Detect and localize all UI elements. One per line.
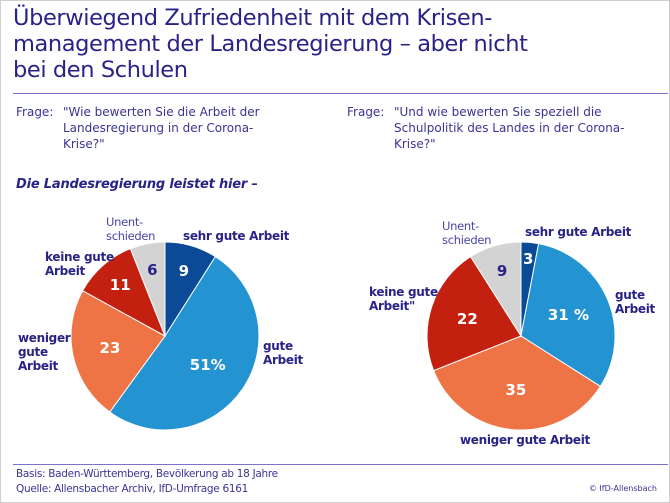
slice-label-line: sehr gute Arbeit <box>183 229 290 243</box>
question-right-line-2: Schulpolitik des Landes in der Corona- <box>394 121 625 135</box>
slice-label-line: gute <box>18 345 48 359</box>
footer-quelle: Quelle: Allensbacher Archiv, IfD-Umfrage… <box>16 483 249 495</box>
question-left-label: Frage: <box>16 105 54 119</box>
slice-label-line: Unent- <box>106 215 143 229</box>
pie-slice-weniger-gute <box>70 290 166 413</box>
pie-slice-unentschieden <box>129 241 166 337</box>
question-left-line-3: Krise?" <box>63 137 105 151</box>
slice-label-line: schieden <box>442 233 492 247</box>
question-left-line-1: "Wie bewerten Sie die Arbeit der <box>63 105 260 119</box>
footer-divider <box>13 464 668 465</box>
slice-label-weniger-gute: weniger gute Arbeit <box>460 433 590 447</box>
slice-label-line: keine gute <box>369 285 438 299</box>
slice-label-line: weniger <box>18 331 71 345</box>
question-right-line-3: Krise?" <box>394 137 436 151</box>
slice-value-unentschieden: 9 <box>496 262 508 280</box>
pie-chart-right <box>426 241 616 431</box>
question-right-line-1: "Und wie bewerten Sie speziell die <box>394 105 602 119</box>
slice-label-unentschieden: Unent-schieden <box>442 219 491 247</box>
slice-value-unentschieden: 6 <box>147 260 158 279</box>
slice-label-line: gute <box>615 288 645 302</box>
question-right-label: Frage: <box>347 105 385 119</box>
question-right-text: "Und wie bewerten Sie speziell die Schul… <box>394 104 664 152</box>
pie-slice-weniger-gute <box>432 335 602 431</box>
slice-label-line: gute <box>263 339 293 353</box>
slice-value-gute: 31 % <box>547 306 590 325</box>
slice-value-sehr-gute: 9 <box>178 262 190 280</box>
slice-label-line: weniger gute Arbeit <box>460 433 590 447</box>
pie-chart-left <box>70 241 260 431</box>
slice-label-line: Arbeit <box>18 359 58 373</box>
slice-label-line: sehr gute Arbeit <box>525 225 632 239</box>
slice-label-keine-gute: keine gute Arbeit" <box>369 285 438 313</box>
title-divider <box>13 93 668 94</box>
question-left-text: "Wie bewerten Sie die Arbeit der Landesr… <box>63 104 303 152</box>
question-left-line-2: Landesregierung in der Corona- <box>63 121 254 135</box>
slice-label-gute: gute Arbeit <box>263 339 303 367</box>
slice-label-line: keine gute <box>45 250 114 264</box>
slice-value-keine-gute: 22 <box>456 309 478 328</box>
title-line-1: Überwiegend Zufriedenheit mit dem Krisen… <box>13 5 492 31</box>
slice-label-keine-gute: keine gute Arbeit <box>45 250 114 278</box>
title-line-3: bei den Schulen <box>13 57 188 83</box>
chart-title: Überwiegend Zufriedenheit mit dem Krisen… <box>13 5 633 83</box>
slice-value-gute: 51% <box>189 356 226 375</box>
slice-label-sehr-gute: sehr gute Arbeit <box>183 229 289 243</box>
subheading: Die Landesregierung leistet hier – <box>16 177 258 192</box>
pie-slice-unentschieden <box>469 241 522 338</box>
slice-label-line: Arbeit <box>263 353 303 367</box>
slice-value-weniger-gute: 35 <box>505 381 527 400</box>
slice-label-line: Arbeit <box>45 264 85 278</box>
footer: Basis: Baden-Württemberg, Bevölkerung ab… <box>16 467 278 497</box>
slice-label-line: Unent- <box>442 219 479 233</box>
pie-slice-keine-gute <box>426 255 522 372</box>
slice-label-unentschieden: Unent-schieden <box>106 215 155 243</box>
slice-label-weniger-gute: weniger gute Arbeit <box>18 331 71 373</box>
slice-label-line: Arbeit" <box>369 299 415 313</box>
slice-label-line: Arbeit <box>615 302 655 316</box>
copyright: © IfD-Allensbach <box>588 484 657 493</box>
pie-slice-keine-gute <box>81 247 166 338</box>
pie-slice-gute <box>109 255 260 431</box>
slice-value-sehr-gute: 3 <box>523 250 534 269</box>
slice-label-sehr-gute: sehr gute Arbeit <box>525 225 631 239</box>
slice-value-weniger-gute: 23 <box>99 339 121 358</box>
slice-label-gute: gute Arbeit <box>615 288 655 316</box>
slice-value-keine-gute: 11 <box>109 276 131 295</box>
title-line-2: management der Landesregierung – aber ni… <box>13 31 528 57</box>
slice-label-line: schieden <box>106 229 156 243</box>
footer-basis: Basis: Baden-Württemberg, Bevölkerung ab… <box>16 468 278 480</box>
